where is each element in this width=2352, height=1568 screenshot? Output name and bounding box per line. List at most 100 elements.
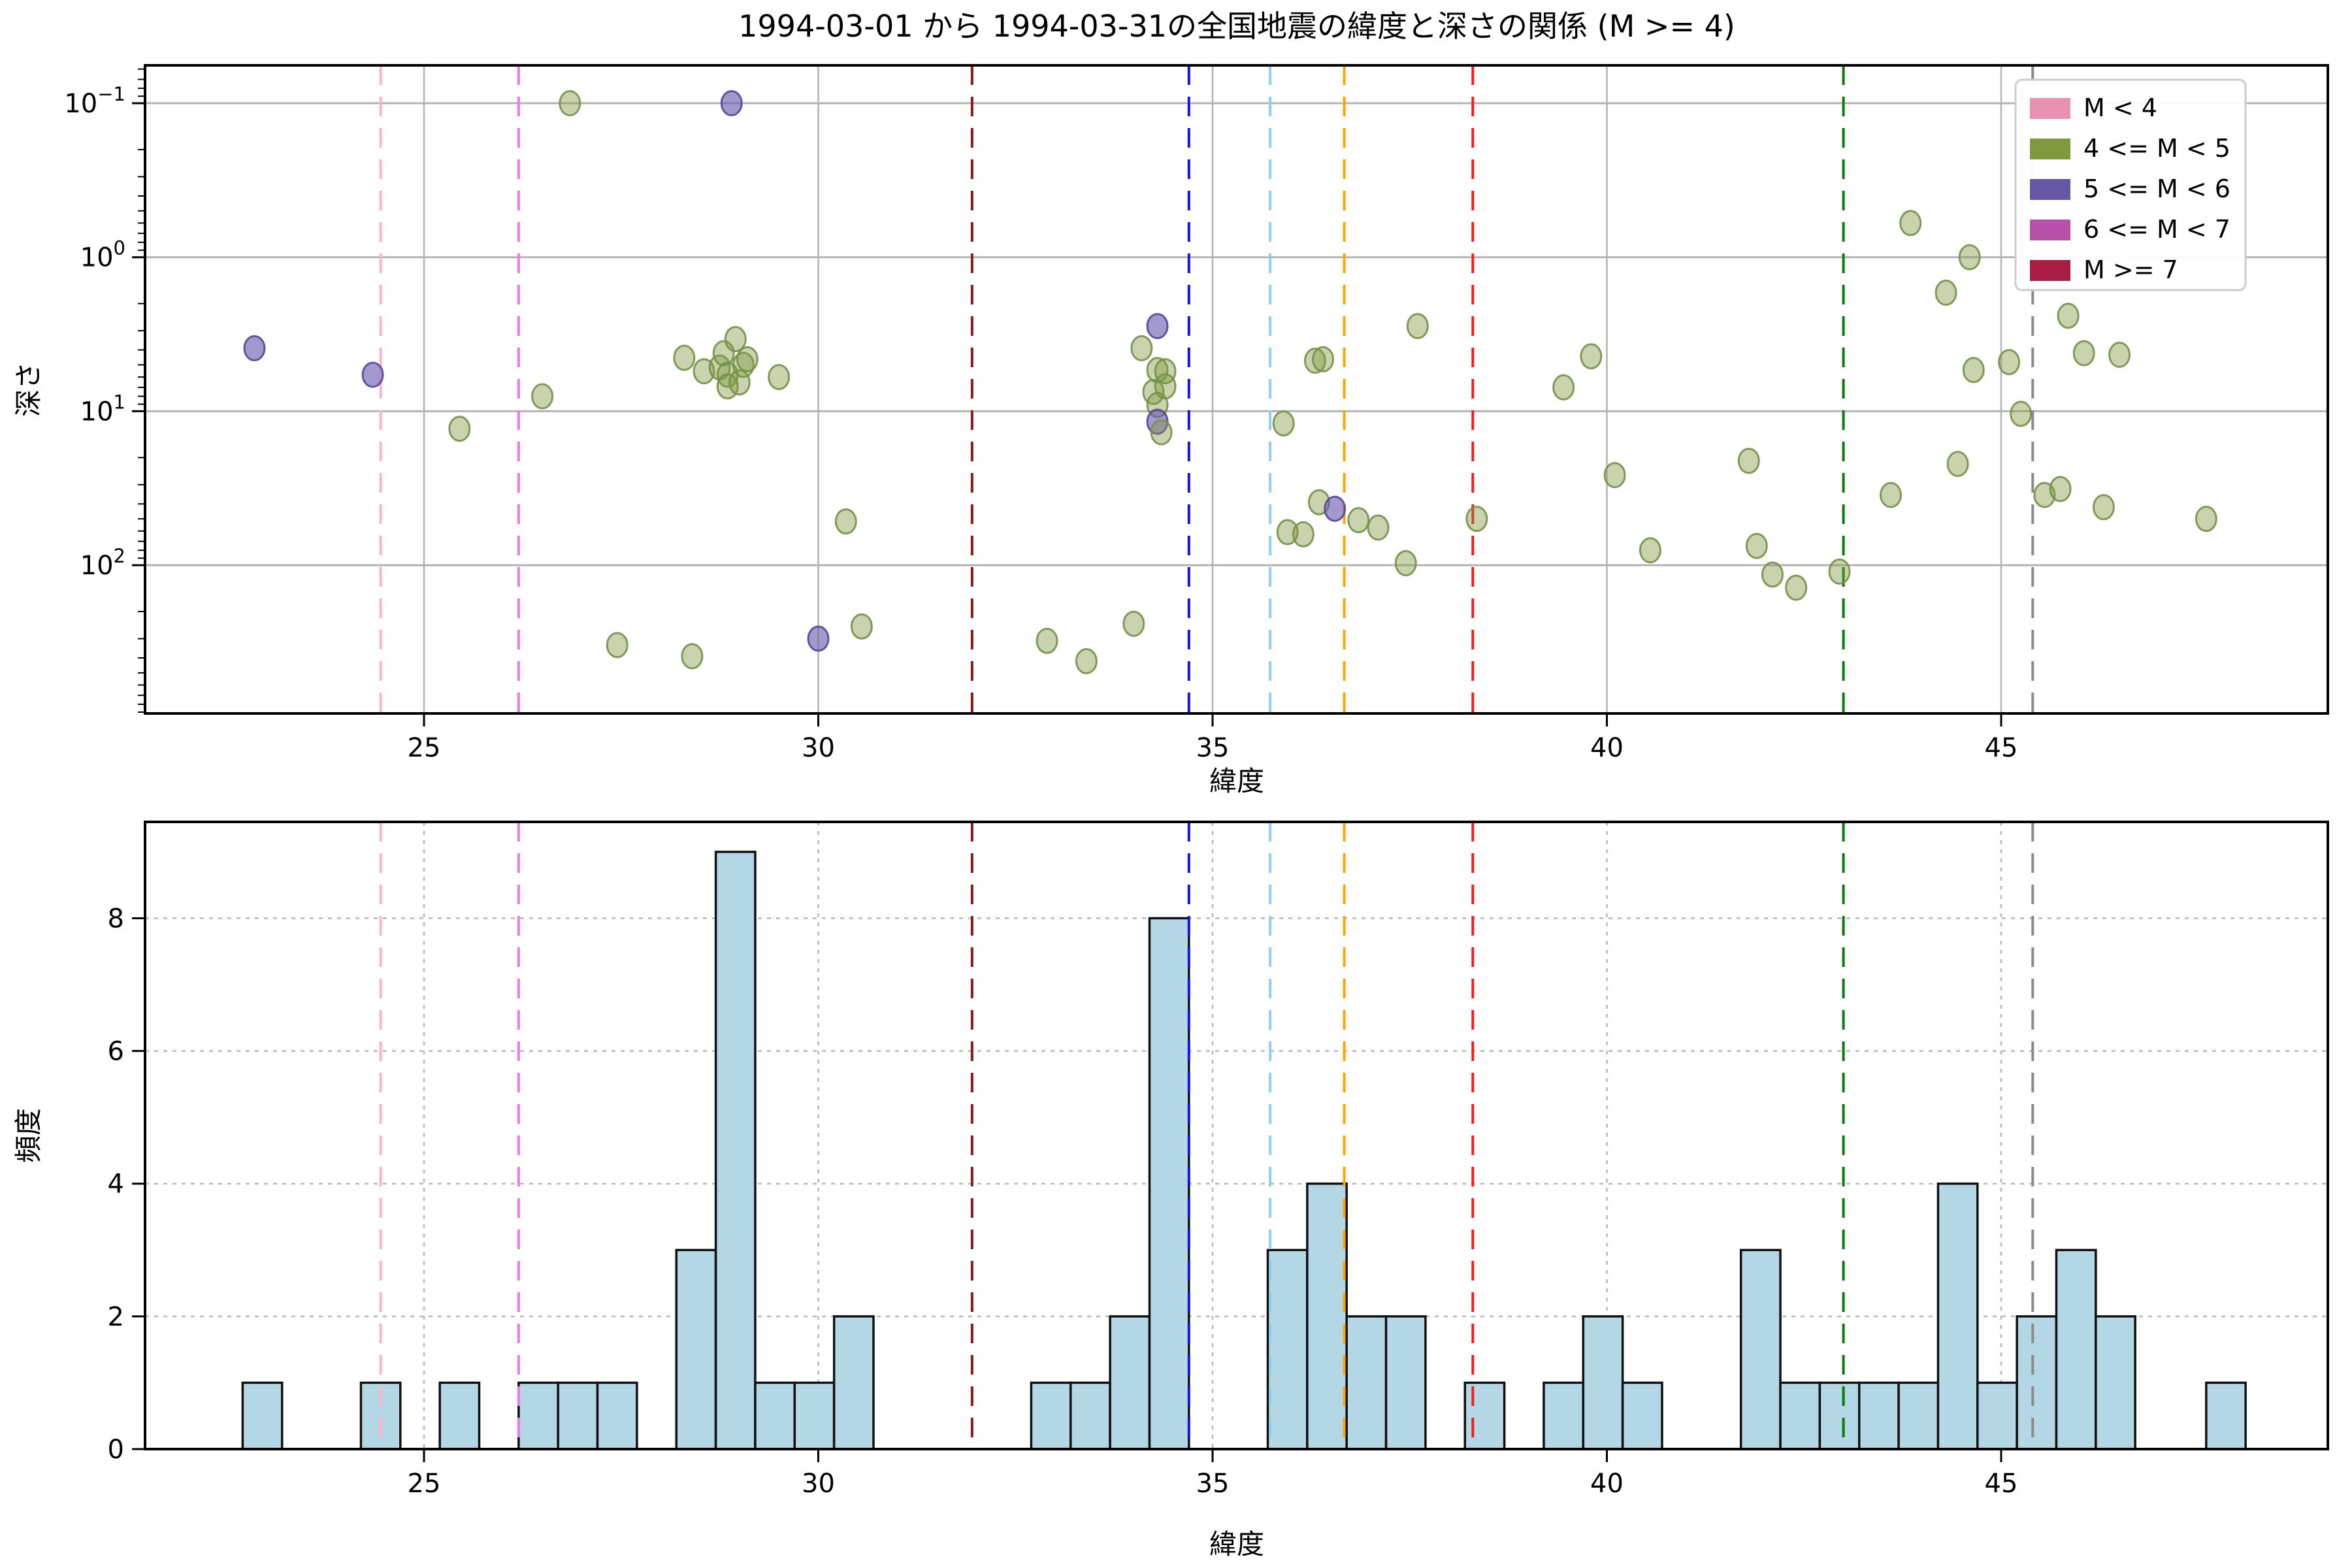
scatter-point <box>2049 476 2072 502</box>
scatter-point <box>448 416 471 442</box>
scatter-point <box>1367 514 1390 541</box>
scatter-point <box>1465 506 1488 532</box>
scatter-point <box>2092 494 2115 521</box>
tick-label-y: 102 <box>80 545 125 581</box>
histogram-bar <box>754 1381 796 1450</box>
histogram-bar <box>1818 1381 1861 1450</box>
tick-label-y: 8 <box>108 904 124 934</box>
histogram-bar <box>1897 1381 1940 1450</box>
xlabel-top: 緯度 <box>1209 765 1264 797</box>
scatter-point <box>2072 340 2095 367</box>
histogram-bar <box>2095 1315 2136 1450</box>
scatter-point <box>1552 374 1575 400</box>
scatter-point <box>850 613 873 640</box>
scatter-point <box>1946 451 1969 478</box>
tick-label-y: 101 <box>80 391 125 427</box>
histogram-bar <box>1148 917 1190 1450</box>
tick-label-y: 100 <box>80 237 125 273</box>
legend-label: M < 4 <box>2083 93 2157 122</box>
legend-label: M >= 7 <box>2083 255 2178 284</box>
scatter-point <box>1785 574 1808 601</box>
histogram-bar <box>1582 1315 1624 1450</box>
scatter-point <box>531 383 554 410</box>
scatter-point <box>720 90 743 116</box>
tick-label-y: 2 <box>108 1302 124 1332</box>
legend-label: 5 <= M < 6 <box>2083 174 2230 203</box>
histogram-bar <box>714 851 757 1450</box>
scatter-point <box>2057 302 2080 329</box>
tick-label-x: 45 <box>1985 1469 2018 1499</box>
histogram-bar <box>241 1381 284 1450</box>
legend-swatch <box>2030 260 2070 281</box>
histogram-bar <box>1463 1381 1506 1450</box>
chart-title: 1994-03-01 から 1994-03-31の全国地震の緯度と深さの関係 (… <box>738 8 1735 44</box>
histogram-bar <box>2055 1249 2097 1450</box>
scatter-point <box>243 335 266 362</box>
scatter-point <box>1737 448 1760 474</box>
scatter-point <box>606 632 629 659</box>
scatter-point <box>1828 558 1851 585</box>
tick-label-x: 35 <box>1196 1469 1230 1499</box>
histogram-bar <box>1543 1381 1585 1450</box>
legend-swatch <box>2030 98 2070 119</box>
scatter-point <box>1761 561 1784 588</box>
histogram-bar <box>1266 1249 1309 1450</box>
tick-label-y: 6 <box>108 1037 124 1067</box>
histogram-bar <box>1739 1249 1782 1450</box>
scatter-point <box>1580 343 1603 370</box>
histogram-bar <box>1345 1315 1388 1450</box>
scatter-point <box>1639 537 1661 564</box>
legend-box <box>2014 78 2247 291</box>
ylabel-top: 深さ <box>12 362 44 417</box>
legend-label: 4 <= M < 5 <box>2083 134 2230 163</box>
scatter-point <box>1745 532 1768 559</box>
scatter-point <box>1998 349 2021 376</box>
histogram-bar <box>1936 1182 1979 1450</box>
histogram-bar <box>557 1381 599 1450</box>
tick-label-x: 35 <box>1196 733 1230 763</box>
histogram-bar <box>675 1249 717 1450</box>
scatter-point <box>1347 507 1370 534</box>
tick-label-x: 40 <box>1590 1469 1624 1499</box>
scatter-plot: 25 30 35 40 45 10−1 100 101 102 緯度 深さ <box>12 64 2329 797</box>
scatter-point <box>1958 244 1981 270</box>
scatter-point <box>834 508 857 535</box>
histogram-bar <box>832 1315 875 1450</box>
scatter-point <box>1075 647 1098 674</box>
scatter-point <box>1154 358 1177 385</box>
tick-label-x: 40 <box>1590 733 1624 763</box>
histogram-plot: 25 30 35 40 45 0 2 4 6 8 緯度 頻度 <box>12 821 2329 1560</box>
tick-label-x: 30 <box>802 1469 835 1499</box>
scatter-point <box>1311 346 1334 372</box>
tick-label-x: 30 <box>802 733 835 763</box>
scatter-point <box>1292 521 1315 547</box>
ylabel-bottom: 頻度 <box>12 1108 44 1163</box>
tick-label-x: 25 <box>408 733 441 763</box>
scatter-point <box>1935 280 1957 306</box>
legend-swatch <box>2030 220 2070 240</box>
tick-label-x: 45 <box>1985 733 2018 763</box>
histogram-bar <box>2205 1381 2247 1450</box>
scatter-point <box>361 361 384 388</box>
scatter-point <box>1324 495 1347 522</box>
scatter-point <box>681 643 704 670</box>
tick-label-y: 10−1 <box>64 83 125 119</box>
histogram-bar <box>438 1381 481 1450</box>
scatter-point <box>1899 210 1922 237</box>
histogram-bar <box>1779 1381 1821 1450</box>
histogram-bar <box>793 1381 836 1450</box>
scatter-point <box>1146 357 1169 384</box>
histogram-bar <box>517 1381 559 1450</box>
scatter-point <box>1603 462 1626 489</box>
scatter-point <box>1130 335 1153 362</box>
histogram-bar <box>2016 1315 2058 1450</box>
histogram-bar <box>1306 1182 1348 1450</box>
histogram-bar <box>1621 1381 1663 1450</box>
axes-box-bottom <box>144 821 2329 1450</box>
scatter-point <box>1276 519 1299 546</box>
scatter-point <box>1406 313 1429 340</box>
scatter-point <box>807 625 830 652</box>
histogram-bar <box>1069 1381 1111 1450</box>
